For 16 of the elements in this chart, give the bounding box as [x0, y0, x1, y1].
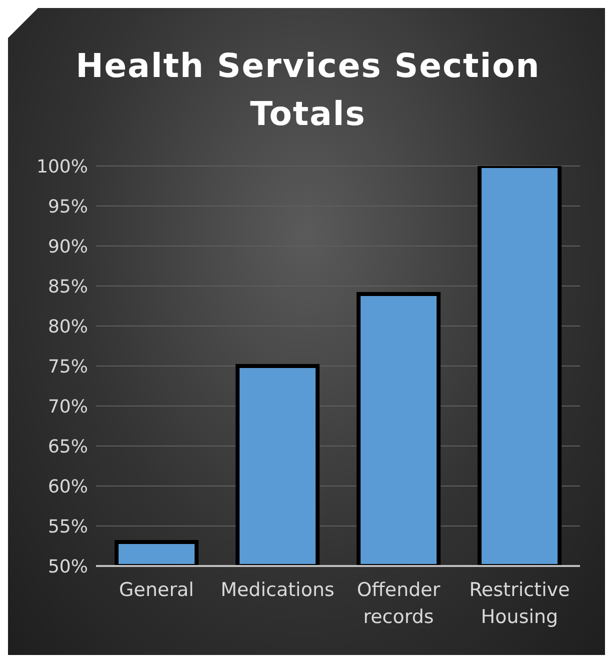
x-tick-label: General: [119, 579, 194, 601]
y-tick-label: 50%: [48, 556, 88, 578]
y-tick-label: 80%: [48, 316, 88, 338]
y-tick-label: 100%: [36, 156, 88, 178]
x-tick-label: Medications: [220, 579, 334, 601]
y-tick-label: 90%: [48, 236, 88, 258]
x-tick-label: Offender records: [356, 579, 440, 628]
y-tick-label: 55%: [48, 516, 88, 538]
y-tick-label: 60%: [48, 476, 88, 498]
chart-title: Health Services Section Totals: [74, 45, 542, 135]
y-tick-label: 85%: [48, 276, 88, 298]
y-tick-label: 65%: [48, 436, 88, 458]
y-tick-label: 70%: [48, 396, 88, 418]
y-tick-label: 95%: [48, 196, 88, 218]
x-tick-label: Restrictive Housing: [469, 579, 570, 628]
y-tick-label: 75%: [48, 356, 88, 378]
